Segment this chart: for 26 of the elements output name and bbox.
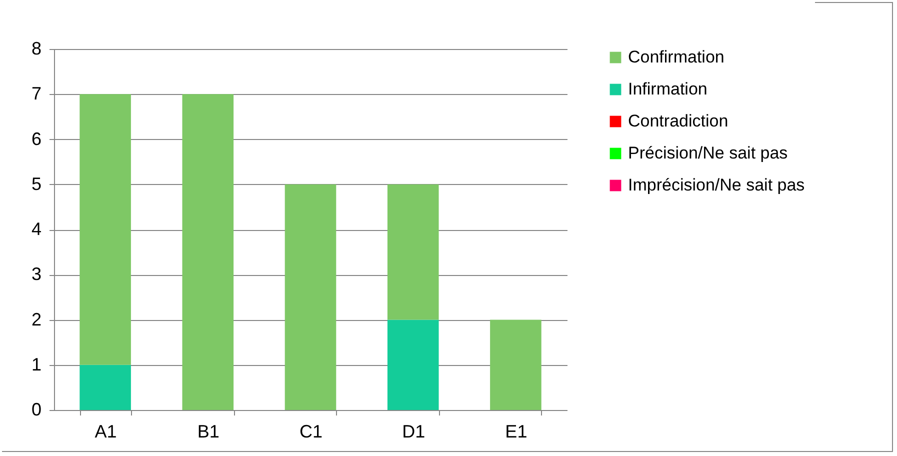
bar (387, 320, 439, 410)
y-tick-label: 2 (31, 309, 42, 330)
y-tick-label: 8 (31, 38, 42, 58)
x-tick-label: B1 (197, 422, 220, 442)
legend-label: Confirmation (628, 48, 724, 66)
y-tick-label: 6 (31, 128, 42, 149)
legend-label: Infirmation (628, 80, 708, 98)
x-tick-label: C1 (299, 422, 323, 442)
legend-label: Contradiction (628, 112, 728, 130)
legend-label: Imprécision/Ne sait pas (628, 176, 805, 194)
y-tick-label: 5 (31, 174, 42, 194)
y-tick-label: 7 (31, 84, 42, 104)
y-tick-label: 1 (31, 354, 42, 374)
bar (387, 184, 439, 320)
bar (284, 184, 336, 410)
y-tick-label: 0 (31, 400, 42, 420)
x-tick-label: A1 (94, 422, 117, 442)
bar (80, 364, 131, 410)
y-tick-label: 4 (31, 219, 42, 239)
bar (490, 320, 542, 410)
x-tick-label: D1 (402, 422, 426, 442)
x-tick-label: E1 (505, 422, 528, 442)
bar (182, 94, 234, 410)
bar (80, 94, 131, 365)
y-tick-label: 3 (31, 264, 42, 284)
legend-label: Précision/Ne sait pas (628, 144, 788, 162)
